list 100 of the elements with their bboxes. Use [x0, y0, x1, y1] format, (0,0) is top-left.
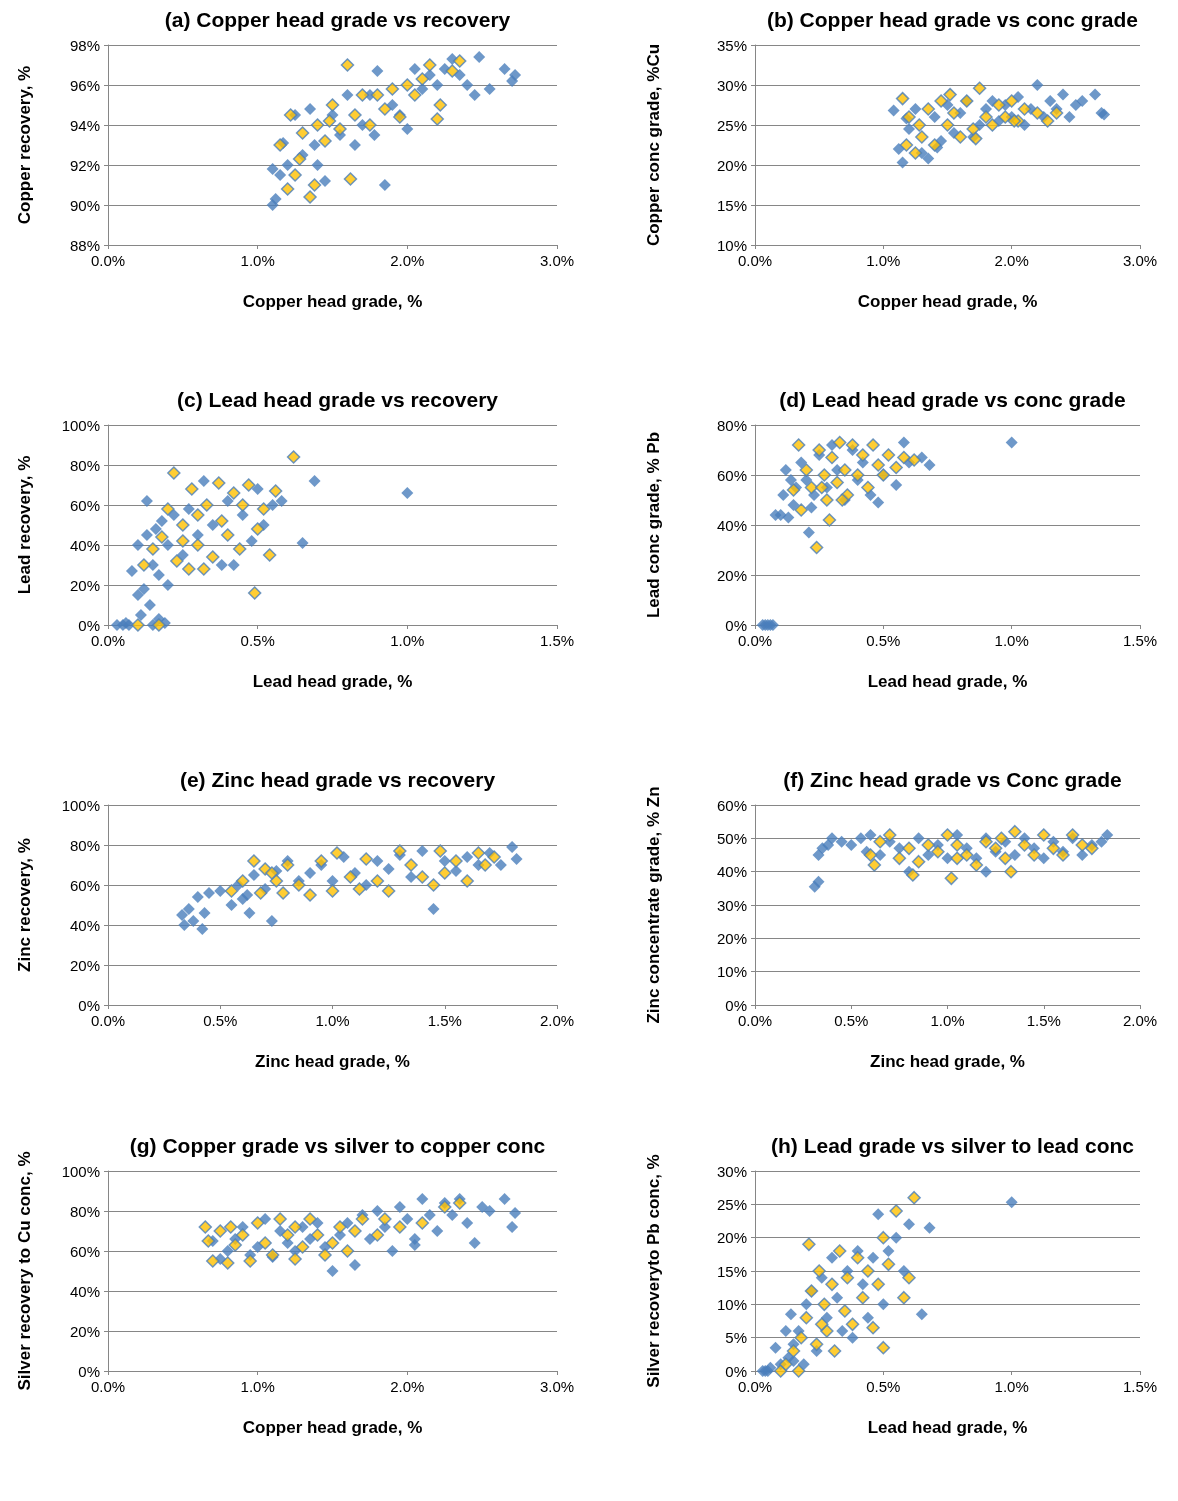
x-axis-title: Copper head grade, % — [242, 1418, 423, 1437]
y-tick-label: 0% — [78, 996, 100, 1014]
y-tick-label: 40% — [69, 1282, 100, 1300]
x-tick-label: 1.0% — [240, 1378, 275, 1395]
y-tick-label: 60% — [69, 1242, 100, 1260]
x-tick-label: 3.0% — [1122, 252, 1158, 269]
y-tick-label: 25% — [716, 1195, 747, 1213]
x-tick-label: 3.0% — [539, 252, 575, 269]
x-tick-label: 1.0% — [930, 1012, 965, 1029]
x-tick-label: 1.0% — [994, 1378, 1029, 1395]
y-tick-label: 60% — [716, 796, 747, 814]
x-axis-title: Lead head grade, % — [867, 672, 1028, 691]
y-tick-label: 20% — [716, 156, 747, 174]
x-tick-label: 1.5% — [1122, 632, 1158, 649]
x-tick-label: 0.5% — [834, 1012, 869, 1029]
y-tick-label: 60% — [69, 496, 100, 514]
y-tick-label: 15% — [716, 1262, 747, 1280]
y-tick-label: 40% — [69, 536, 100, 554]
x-tick-label: 2.0% — [390, 252, 425, 269]
x-tick-label: 1.0% — [866, 252, 901, 269]
x-tick-label: 1.0% — [390, 632, 425, 649]
y-tick-label: 20% — [716, 566, 747, 584]
y-tick-label: 0% — [78, 616, 100, 634]
y-tick-label: 88% — [69, 236, 100, 254]
y-tick-label: 20% — [69, 576, 100, 594]
y-tick-label: 98% — [69, 36, 100, 54]
y-tick-label: 10% — [716, 236, 747, 254]
y-tick-label: 10% — [716, 963, 747, 981]
y-tick-label: 80% — [716, 416, 747, 434]
x-axis-title: Copper head grade, % — [857, 292, 1038, 311]
y-tick-label: 96% — [69, 76, 100, 94]
x-tick-label: 0.0% — [737, 632, 773, 649]
x-tick-label: 1.0% — [240, 252, 275, 269]
x-axis-title: Copper head grade, % — [242, 292, 423, 311]
y-tick-label: 30% — [716, 1162, 747, 1180]
y-tick-label: 80% — [69, 1202, 100, 1220]
y-tick-label: 40% — [69, 916, 100, 934]
x-axis-title: Zinc head grade, % — [870, 1052, 1025, 1071]
chart-title: (f) Zinc head grade vs Conc grade — [783, 768, 1122, 791]
x-tick-label: 1.5% — [539, 632, 575, 649]
x-tick-label: 1.5% — [1122, 1378, 1158, 1395]
y-tick-label: 20% — [69, 956, 100, 974]
x-tick-label: 0.5% — [866, 1378, 901, 1395]
chart-title: (a) Copper head grade vs recovery — [164, 8, 511, 31]
y-axis-title: Lead conc grade, % Pb — [644, 431, 663, 619]
y-tick-label: 60% — [716, 466, 747, 484]
y-axis-title: Silver recovery to Cu conc, % — [15, 1151, 34, 1391]
y-tick-label: 60% — [69, 876, 100, 894]
y-tick-label: 25% — [716, 116, 747, 134]
y-tick-label: 80% — [69, 456, 100, 474]
y-axis-title: Silver recoveryto Pb conc, % — [644, 1154, 663, 1388]
x-tick-label: 0.0% — [90, 252, 126, 269]
y-tick-label: 50% — [716, 829, 747, 847]
x-tick-label: 0.5% — [203, 1012, 238, 1029]
y-tick-label: 100% — [61, 1162, 100, 1180]
x-tick-label: 1.5% — [427, 1012, 462, 1029]
y-tick-label: 100% — [61, 416, 100, 434]
y-tick-label: 10% — [716, 1295, 747, 1313]
y-tick-label: 5% — [725, 1329, 747, 1347]
x-tick-label: 0.0% — [737, 1378, 773, 1395]
x-tick-label: 2.0% — [390, 1378, 425, 1395]
y-tick-label: 0% — [725, 616, 747, 634]
y-tick-label: 40% — [716, 863, 747, 881]
x-tick-label: 0.0% — [90, 1012, 126, 1029]
y-tick-label: 0% — [725, 996, 747, 1014]
x-tick-label: 2.0% — [1122, 1012, 1158, 1029]
chart-title: (e) Zinc head grade vs recovery — [179, 768, 496, 791]
y-tick-label: 0% — [725, 1362, 747, 1380]
x-axis-title: Lead head grade, % — [252, 672, 413, 691]
y-axis-title: Copper conc grade, %Cu — [644, 43, 663, 247]
chart-title: (b) Copper head grade vs conc grade — [766, 8, 1139, 31]
y-tick-label: 94% — [69, 116, 100, 134]
x-tick-label: 1.0% — [315, 1012, 350, 1029]
x-tick-label: 0.0% — [90, 1378, 126, 1395]
y-tick-label: 100% — [61, 796, 100, 814]
y-tick-label: 40% — [716, 516, 747, 534]
y-axis-title: Zinc recovery, % — [15, 838, 34, 972]
y-tick-label: 20% — [716, 1229, 747, 1247]
chart-title: (d) Lead head grade vs conc grade — [779, 388, 1126, 411]
x-tick-label: 0.0% — [737, 252, 773, 269]
chart-title: (c) Lead head grade vs recovery — [177, 388, 499, 411]
y-tick-label: 90% — [69, 196, 100, 214]
y-tick-label: 15% — [716, 196, 747, 214]
y-tick-label: 35% — [716, 36, 747, 54]
y-tick-label: 20% — [716, 929, 747, 947]
chart-title: (h) Lead grade vs silver to lead conc — [771, 1134, 1135, 1157]
x-tick-label: 2.0% — [994, 252, 1029, 269]
x-tick-label: 2.0% — [539, 1012, 575, 1029]
y-axis-title: Zinc concentrate grade, % Zn — [644, 786, 663, 1024]
x-tick-label: 0.0% — [737, 1012, 773, 1029]
y-tick-label: 80% — [69, 836, 100, 854]
y-tick-label: 30% — [716, 76, 747, 94]
chart-title: (g) Copper grade vs silver to copper conc — [129, 1134, 546, 1157]
x-tick-label: 0.5% — [866, 632, 901, 649]
x-tick-label: 3.0% — [539, 1378, 575, 1395]
y-axis-title: Copper recovery, % — [15, 65, 34, 225]
y-tick-label: 0% — [78, 1362, 100, 1380]
y-tick-label: 30% — [716, 896, 747, 914]
x-tick-label: 0.5% — [240, 632, 275, 649]
x-tick-label: 0.0% — [90, 632, 126, 649]
